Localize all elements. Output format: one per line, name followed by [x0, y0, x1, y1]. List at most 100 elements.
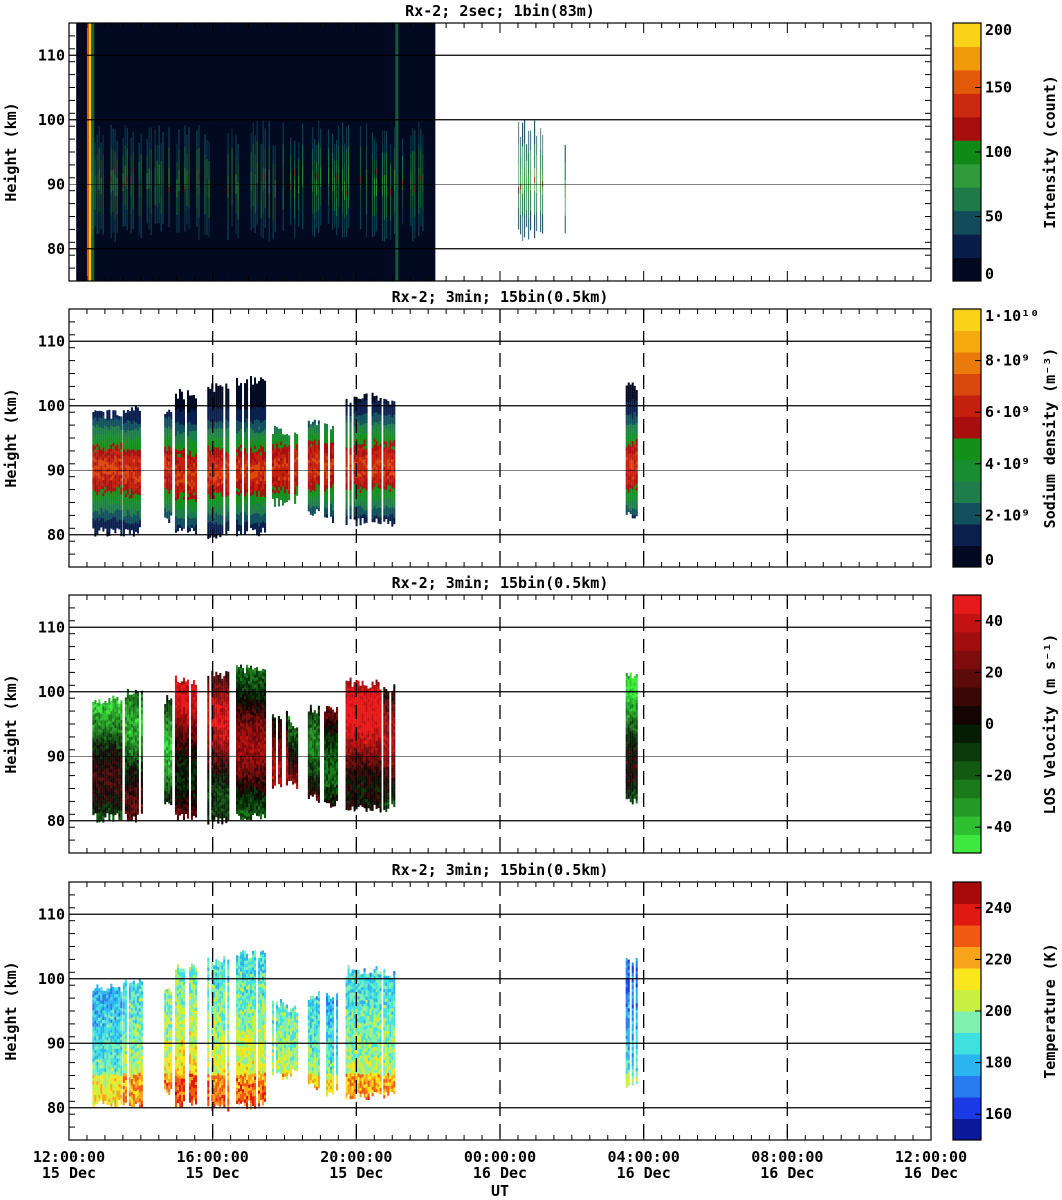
data-cell: [353, 480, 356, 485]
data-cell: [100, 520, 103, 525]
data-cell: [313, 503, 316, 508]
data-cell: [225, 402, 228, 407]
data-cell: [383, 437, 386, 442]
data-cell: [330, 487, 333, 492]
data-cell: [96, 517, 99, 522]
intensity-strip: [227, 175, 229, 198]
data-cell: [98, 504, 101, 508]
data-cell: [134, 428, 137, 432]
data-cell: [194, 404, 198, 409]
data-cell: [315, 489, 318, 494]
data-cell: [182, 505, 186, 510]
data-cell: [273, 451, 276, 456]
data-cell: [345, 402, 348, 406]
data-cell: [393, 439, 396, 444]
data-cell: [190, 508, 194, 512]
data-cell: [635, 438, 638, 443]
data-cell: [217, 408, 220, 413]
data-cell: [275, 436, 278, 441]
data-cell: [219, 527, 222, 531]
data-cell: [219, 488, 222, 492]
data-cell: [365, 393, 368, 398]
data-cell: [94, 516, 97, 521]
data-cell: [326, 498, 329, 502]
data-cell: [387, 520, 390, 524]
data-cell: [108, 477, 111, 482]
data-cell: [130, 407, 133, 411]
data-cell: [116, 421, 119, 426]
data-cell: [294, 500, 297, 504]
data-cell: [174, 409, 178, 414]
data-cell: [629, 497, 632, 502]
data-cell: [326, 449, 329, 454]
data-cell: [176, 508, 180, 512]
data-cell: [124, 493, 127, 497]
data-cell: [92, 421, 95, 426]
intensity-strip: [138, 179, 140, 199]
data-cell: [176, 434, 180, 438]
data-cell: [326, 504, 329, 509]
data-cell: [108, 516, 111, 520]
data-cell: [254, 454, 257, 459]
data-cell: [244, 492, 247, 497]
data-cell: [256, 454, 259, 459]
data-cell: [385, 473, 388, 478]
data-cell: [377, 500, 380, 505]
data-cell: [238, 443, 241, 448]
data-cell: [219, 407, 222, 412]
intensity-strip: [525, 193, 528, 211]
intensity-strip: [373, 177, 376, 198]
data-cell: [283, 444, 286, 448]
data-cell: [225, 438, 228, 442]
data-cell: [387, 494, 390, 499]
data-cell: [629, 423, 632, 427]
data-cell: [138, 510, 141, 515]
data-cell: [174, 393, 178, 398]
data-cell: [264, 525, 267, 530]
data-cell: [262, 453, 265, 457]
data-cell: [104, 508, 107, 513]
data-cell: [213, 504, 216, 509]
data-cell: [627, 440, 630, 445]
data-cell: [317, 452, 320, 457]
data-cell: [262, 391, 265, 396]
data-cell: [236, 522, 239, 527]
data-cell: [264, 416, 267, 420]
data-cell: [244, 508, 247, 513]
data-cell: [281, 492, 284, 497]
ytick-label: 80: [47, 240, 65, 258]
intensity-strip: [336, 140, 338, 160]
data-cell: [238, 414, 241, 419]
data-cell: [182, 450, 186, 455]
data-cell: [307, 440, 310, 444]
data-cell: [250, 417, 253, 422]
colorbar-tick-label: 2·10⁹: [985, 506, 1030, 524]
data-cell: [359, 515, 362, 519]
data-cell: [217, 501, 220, 506]
data-cell: [625, 446, 628, 451]
data-cell: [213, 488, 216, 493]
data-cell: [373, 470, 376, 474]
data-cell: [357, 511, 360, 516]
data-cell: [215, 460, 218, 465]
data-cell: [217, 434, 220, 438]
data-cell: [256, 480, 259, 484]
data-cell: [256, 415, 259, 420]
data-cell: [225, 483, 228, 488]
data-cell: [182, 438, 186, 442]
data-cell: [283, 450, 286, 455]
data-cell: [213, 482, 216, 486]
data-cell: [357, 485, 360, 490]
intensity-strip: [539, 190, 542, 212]
data-cell: [353, 512, 356, 517]
data-cell: [130, 526, 133, 531]
data-cell: [389, 504, 392, 509]
data-cell: [94, 416, 97, 421]
data-cell: [174, 454, 178, 459]
intensity-strip: [359, 125, 362, 147]
data-cell: [309, 485, 312, 490]
data-cell: [188, 450, 192, 454]
intensity-strip: [260, 162, 262, 182]
intensity-strip: [140, 133, 142, 155]
data-cell: [275, 478, 278, 483]
